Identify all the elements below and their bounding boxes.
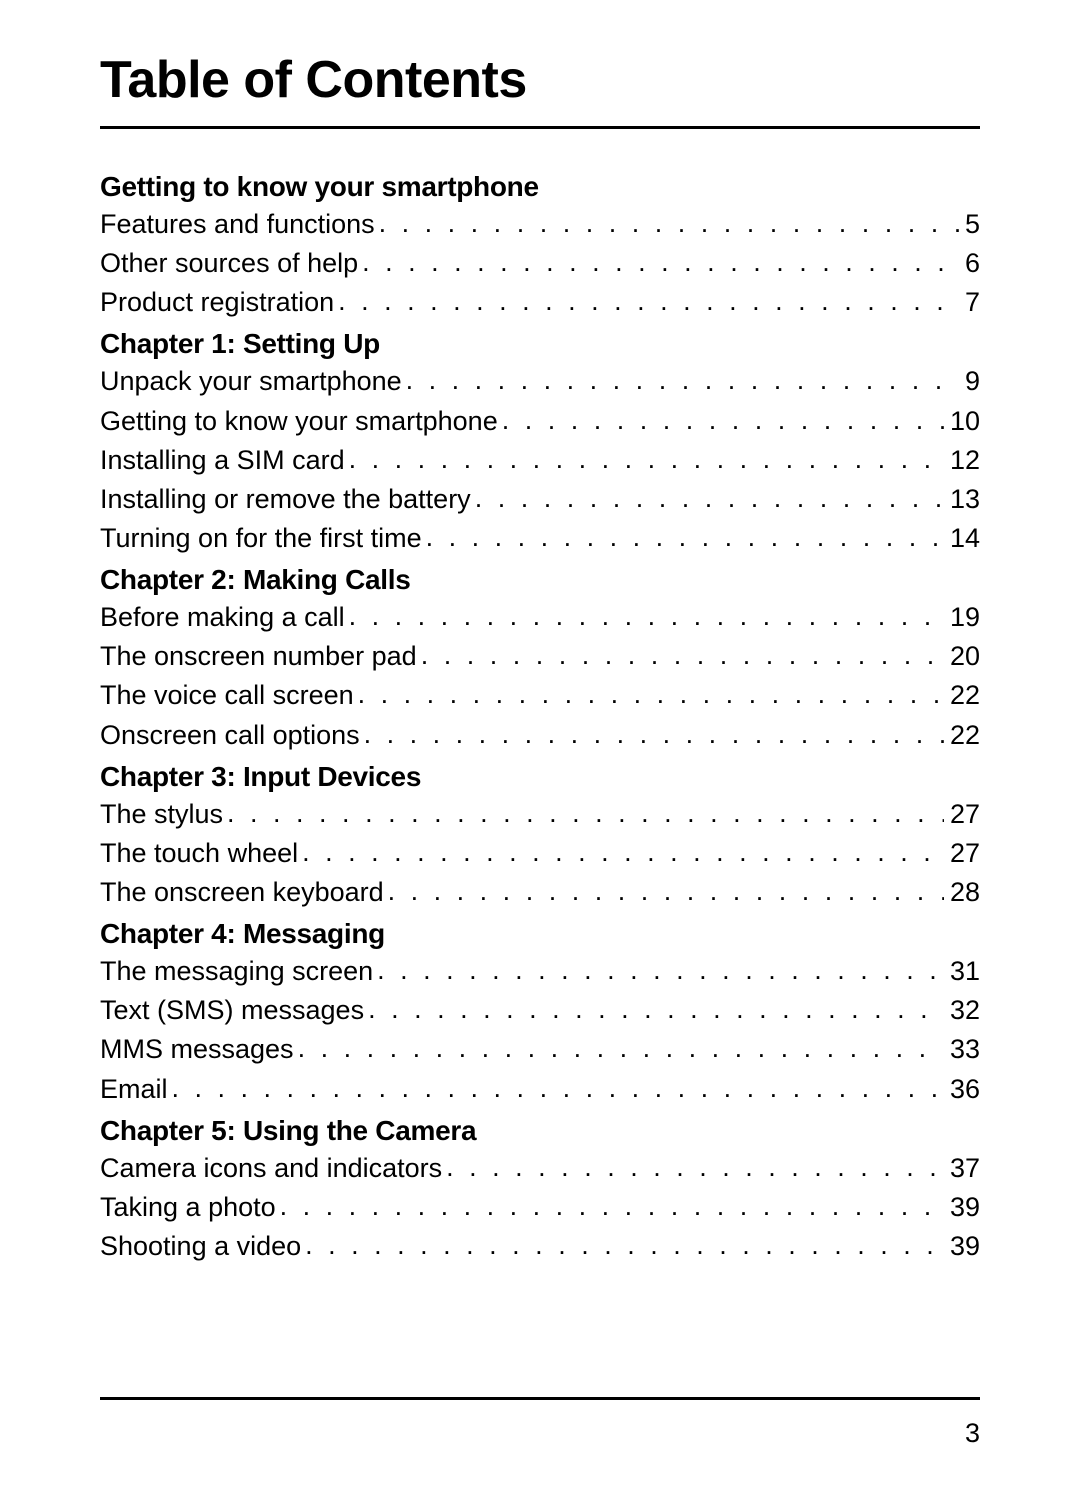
toc-entry-label: Installing or remove the battery — [100, 480, 471, 519]
toc-entry-label: The onscreen keyboard — [100, 873, 384, 912]
page-footer: 3 — [100, 1397, 980, 1449]
toc-leader-dots — [298, 833, 944, 872]
toc-leader-dots — [334, 282, 959, 321]
toc-entry-page: 19 — [944, 598, 980, 637]
toc-leader-dots — [422, 518, 944, 557]
toc-entry-label: Unpack your smartphone — [100, 362, 402, 401]
page-title: Table of Contents — [100, 50, 980, 129]
toc-leader-dots — [354, 675, 944, 714]
toc-entry-label: The messaging screen — [100, 952, 373, 991]
toc-entry-page: 36 — [944, 1070, 980, 1109]
toc-entry-label: Other sources of help — [100, 244, 358, 283]
toc-entry-page: 39 — [944, 1227, 980, 1266]
toc-entry[interactable]: Text (SMS) messages 32 — [100, 991, 980, 1030]
toc-entry-label: The touch wheel — [100, 834, 298, 873]
toc-entry[interactable]: Before making a call 19 — [100, 598, 980, 637]
toc-entry-page: 27 — [944, 834, 980, 873]
toc-entry[interactable]: The onscreen number pad 20 — [100, 637, 980, 676]
toc-entry-label: Turning on for the first time — [100, 519, 422, 558]
toc-leader-dots — [471, 479, 944, 518]
toc-leader-dots — [358, 243, 959, 282]
toc-entry[interactable]: The touch wheel 27 — [100, 834, 980, 873]
section-heading: Getting to know your smartphone — [100, 171, 980, 203]
toc-leader-dots — [345, 440, 944, 479]
toc-entry-label: The onscreen number pad — [100, 637, 417, 676]
toc-entry-label: Shooting a video — [100, 1227, 301, 1266]
toc-entry-page: 9 — [959, 362, 980, 401]
toc-entry[interactable]: The onscreen keyboard 28 — [100, 873, 980, 912]
toc-entry[interactable]: The messaging screen 31 — [100, 952, 980, 991]
toc-entry-label: Text (SMS) messages — [100, 991, 364, 1030]
section-heading: Chapter 5: Using the Camera — [100, 1115, 980, 1147]
toc-leader-dots — [276, 1187, 944, 1226]
toc-entry-label: The voice call screen — [100, 676, 354, 715]
toc-entry-page: 33 — [944, 1030, 980, 1069]
toc-leader-dots — [345, 597, 944, 636]
toc-entry-label: The stylus — [100, 795, 223, 834]
toc-entry-label: Before making a call — [100, 598, 345, 637]
toc-entry[interactable]: Taking a photo 39 — [100, 1188, 980, 1227]
toc-entry[interactable]: Installing a SIM card 12 — [100, 441, 980, 480]
toc-entry-page: 37 — [944, 1149, 980, 1188]
toc-entry-page: 31 — [944, 952, 980, 991]
toc-entry[interactable]: The voice call screen 22 — [100, 676, 980, 715]
toc-leader-dots — [417, 636, 944, 675]
toc-entry[interactable]: Email 36 — [100, 1070, 980, 1109]
toc-leader-dots — [375, 204, 959, 243]
toc-entry[interactable]: Installing or remove the battery 13 — [100, 480, 980, 519]
toc-leader-dots — [402, 361, 959, 400]
toc-entry-page: 32 — [944, 991, 980, 1030]
toc-entry-page: 22 — [944, 716, 980, 755]
toc-entry-label: Features and functions — [100, 205, 375, 244]
toc-entry-page: 7 — [959, 283, 980, 322]
toc-entry-label: Email — [100, 1070, 168, 1109]
toc-leader-dots — [498, 401, 944, 440]
toc-entry-page: 14 — [944, 519, 980, 558]
toc-leader-dots — [168, 1069, 944, 1108]
toc-leader-dots — [373, 951, 944, 990]
toc-entry[interactable]: Product registration 7 — [100, 283, 980, 322]
page-number: 3 — [965, 1418, 980, 1448]
toc-entry-label: Onscreen call options — [100, 716, 360, 755]
toc-entry-page: 27 — [944, 795, 980, 834]
toc-entry[interactable]: Other sources of help 6 — [100, 244, 980, 283]
toc-entry-label: Getting to know your smartphone — [100, 402, 498, 441]
toc-entry-page: 12 — [944, 441, 980, 480]
toc-entry-page: 22 — [944, 676, 980, 715]
toc-leader-dots — [384, 872, 944, 911]
toc-entry[interactable]: Getting to know your smartphone 10 — [100, 402, 980, 441]
toc-entry-page: 20 — [944, 637, 980, 676]
toc-entry-label: Taking a photo — [100, 1188, 276, 1227]
toc-entry[interactable]: Onscreen call options 22 — [100, 716, 980, 755]
toc-entry-label: MMS messages — [100, 1030, 294, 1069]
toc-leader-dots — [223, 794, 944, 833]
toc-entry[interactable]: The stylus 27 — [100, 795, 980, 834]
section-heading: Chapter 1: Setting Up — [100, 328, 980, 360]
toc-entry-label: Product registration — [100, 283, 334, 322]
section-heading: Chapter 3: Input Devices — [100, 761, 980, 793]
toc-entry-label: Camera icons and indicators — [100, 1149, 442, 1188]
toc-entry-page: 10 — [944, 402, 980, 441]
toc-entry[interactable]: Camera icons and indicators 37 — [100, 1149, 980, 1188]
section-heading: Chapter 2: Making Calls — [100, 564, 980, 596]
toc-entry[interactable]: MMS messages 33 — [100, 1030, 980, 1069]
toc-entry-label: Installing a SIM card — [100, 441, 345, 480]
toc-entry-page: 5 — [959, 205, 980, 244]
toc-entry-page: 6 — [959, 244, 980, 283]
toc-entry-page: 39 — [944, 1188, 980, 1227]
toc-leader-dots — [360, 715, 944, 754]
toc-entry[interactable]: Features and functions 5 — [100, 205, 980, 244]
toc-entry[interactable]: Turning on for the first time 14 — [100, 519, 980, 558]
toc-entry-page: 13 — [944, 480, 980, 519]
toc-entry-page: 28 — [944, 873, 980, 912]
toc-leader-dots — [294, 1029, 944, 1068]
toc-container: Getting to know your smartphoneFeatures … — [100, 165, 980, 1369]
toc-leader-dots — [364, 990, 944, 1029]
toc-entry[interactable]: Shooting a video 39 — [100, 1227, 980, 1266]
section-heading: Chapter 4: Messaging — [100, 918, 980, 950]
toc-entry[interactable]: Unpack your smartphone 9 — [100, 362, 980, 401]
toc-leader-dots — [301, 1226, 944, 1265]
toc-leader-dots — [442, 1148, 944, 1187]
